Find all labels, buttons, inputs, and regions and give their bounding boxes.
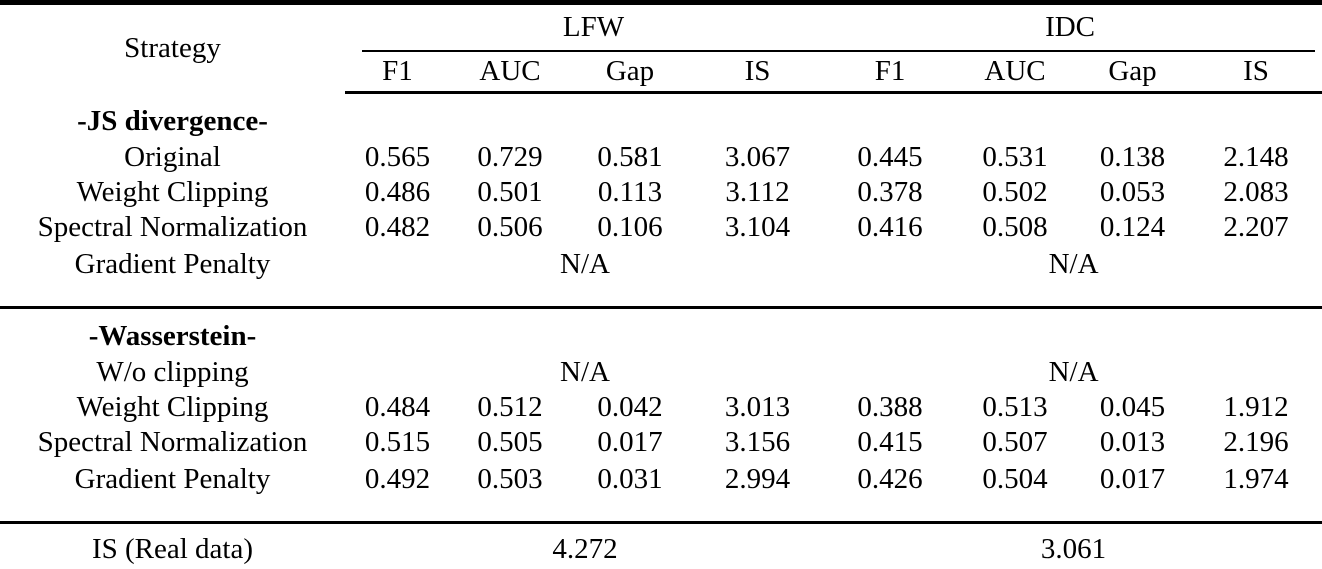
value-cell: 0.513 (982, 390, 1048, 423)
value-cell: 0.045 (1099, 390, 1166, 423)
metric-header-lfw-auc: AUC (450, 52, 570, 94)
footer-value-idc: 3.061 (1040, 533, 1107, 565)
value-cell: 0.482 (364, 210, 431, 243)
value-cell: 3.112 (725, 175, 790, 208)
footer-label: IS (Real data) (91, 533, 254, 565)
section-title: -Wasserstein- (88, 319, 257, 352)
value-cell: 2.207 (1223, 210, 1289, 243)
value-cell: 0.501 (477, 175, 543, 208)
value-cell: 2.196 (1223, 425, 1289, 458)
value-cell: 0.502 (982, 175, 1048, 208)
row-label: Gradient Penalty (0, 244, 345, 309)
metric-header-lfw-gap: Gap (570, 52, 690, 94)
footer-row: IS (Real data) 4.272 3.061 (0, 522, 1322, 569)
value-cell: 0.017 (1075, 459, 1191, 524)
table-row: Gradient Penalty 0.492 0.503 0.031 2.994… (0, 459, 1322, 524)
section-header-row: -Wasserstein- (0, 307, 1322, 355)
row-label: Weight Clipping (76, 390, 269, 423)
table-row: Spectral Normalization 0.515 0.505 0.017… (0, 425, 1322, 460)
metric-header-idc-f1: F1 (825, 52, 956, 94)
value-cell: 0.504 (955, 459, 1076, 524)
value-cell: 0.042 (597, 390, 663, 423)
value-cell: 0.581 (597, 140, 663, 173)
footer-value-lfw: 4.272 (552, 533, 618, 565)
value-cell: 3.104 (724, 210, 791, 243)
value-cell: 0.507 (982, 425, 1048, 458)
group-header-row: Strategy LFW IDC (0, 3, 1322, 64)
metric-header-idc-is: IS (1190, 52, 1322, 94)
group-header-lfw: LFW (362, 5, 826, 52)
value-cell: 0.729 (477, 140, 543, 173)
group-header-cell-lfw: LFW (345, 3, 826, 52)
value-cell: 0.013 (1099, 425, 1166, 458)
table-row: Weight Clipping 0.484 0.512 0.042 3.013 … (0, 390, 1322, 425)
metric-header-lfw-f1: F1 (345, 52, 450, 94)
value-cell: 0.138 (1099, 140, 1166, 173)
value-cell: 0.445 (857, 140, 923, 173)
empty-cell (345, 307, 1322, 355)
group-header-cell-idc: IDC (825, 3, 1322, 52)
section-title: -JS divergence- (77, 104, 268, 137)
na-cell-idc: N/A (825, 244, 1322, 309)
value-cell: 1.912 (1223, 390, 1289, 423)
value-cell: 0.031 (570, 459, 690, 524)
row-label: W/o clipping (96, 355, 249, 388)
table-footer: IS (Real data) 4.272 3.061 (0, 522, 1322, 569)
na-cell-lfw: N/A (560, 355, 610, 388)
table-row: W/o clipping N/A N/A (0, 355, 1322, 390)
table-row: Gradient Penalty N/A N/A (0, 244, 1322, 309)
value-cell: 3.067 (724, 140, 791, 173)
value-cell: 0.512 (477, 390, 543, 423)
row-label: Spectral Normalization (37, 210, 308, 243)
value-cell: 0.113 (597, 175, 663, 208)
value-cell: 0.388 (857, 390, 923, 423)
table-row: Weight Clipping 0.486 0.501 0.113 3.112 … (0, 175, 1322, 210)
value-cell: 0.506 (477, 210, 543, 243)
value-cell: 0.531 (982, 140, 1048, 173)
row-label: Original (124, 140, 221, 173)
value-cell: 2.148 (1223, 140, 1289, 173)
value-cell: 0.426 (825, 459, 956, 524)
value-cell: 2.083 (1223, 175, 1289, 208)
table-header: Strategy LFW IDC F1 AUC Gap IS F1 AUC Ga… (0, 3, 1322, 94)
value-cell: 0.515 (364, 425, 431, 458)
value-cell: 3.156 (724, 425, 791, 458)
value-cell: 0.053 (1099, 175, 1166, 208)
row-label: Spectral Normalization (37, 425, 308, 458)
metric-header-row: F1 AUC Gap IS F1 AUC Gap IS (0, 52, 1322, 94)
metric-header-lfw-is: IS (690, 52, 826, 94)
value-cell: 0.017 (597, 425, 663, 458)
value-cell: 0.124 (1099, 210, 1166, 243)
value-cell: 0.415 (857, 425, 923, 458)
group-header-idc: IDC (825, 5, 1316, 52)
table-row: Original 0.565 0.729 0.581 3.067 0.445 0… (0, 140, 1322, 175)
value-cell: 0.486 (364, 175, 431, 208)
value-cell: 0.492 (345, 459, 450, 524)
value-cell: 2.994 (690, 459, 826, 524)
column-header-strategy: Strategy (124, 32, 221, 64)
na-cell-lfw: N/A (345, 244, 826, 309)
metric-header-idc-gap: Gap (1075, 52, 1191, 94)
value-cell: 0.416 (857, 210, 923, 243)
na-cell-idc: N/A (1048, 355, 1099, 388)
row-label: Weight Clipping (76, 175, 269, 208)
value-cell: 0.106 (597, 210, 663, 243)
value-cell: 0.505 (477, 425, 543, 458)
empty-cell (345, 92, 1322, 140)
value-cell: 0.565 (364, 140, 431, 173)
value-cell: 0.503 (450, 459, 570, 524)
value-cell: 0.378 (857, 175, 923, 208)
value-cell: 3.013 (724, 390, 791, 423)
section-wasserstein: -Wasserstein- W/o clipping N/A N/A Weigh… (0, 307, 1322, 524)
section-js-divergence: -JS divergence- Original 0.565 0.729 0.5… (0, 92, 1322, 309)
row-label: Gradient Penalty (0, 459, 345, 524)
section-header-row: -JS divergence- (0, 92, 1322, 140)
value-cell: 1.974 (1190, 459, 1322, 524)
metric-header-idc-auc: AUC (955, 52, 1076, 94)
table-row: Spectral Normalization 0.482 0.506 0.106… (0, 210, 1322, 245)
value-cell: 0.508 (982, 210, 1048, 243)
value-cell: 0.484 (364, 390, 431, 423)
